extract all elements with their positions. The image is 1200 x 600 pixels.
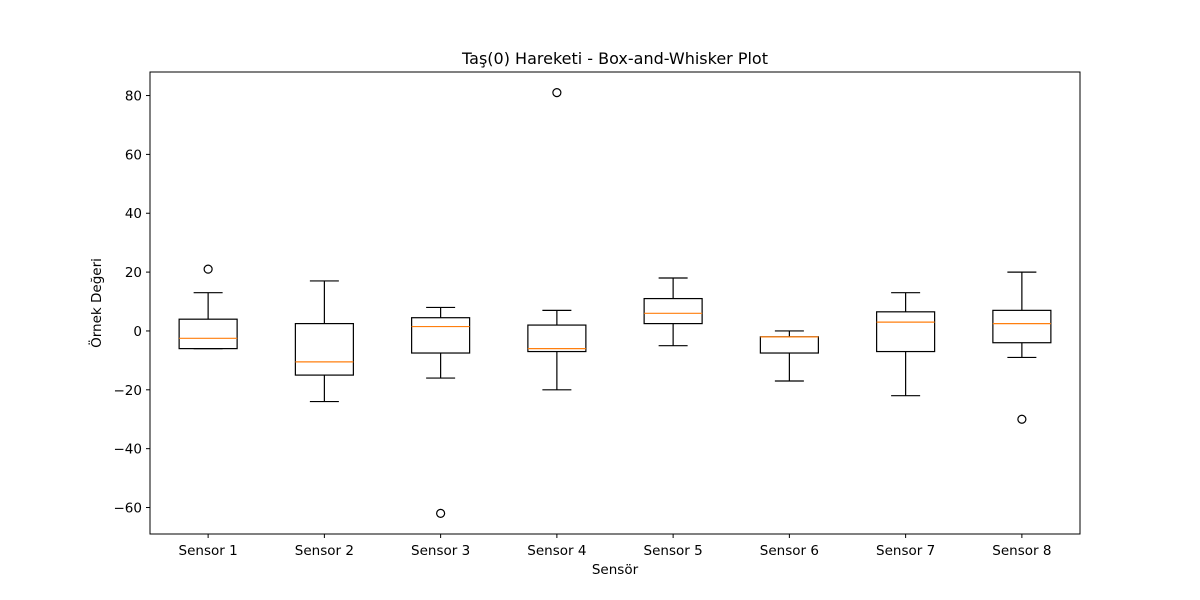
outlier-point [552, 87, 562, 98]
y-axis: −60 −40 −20 0 20 40 60 80 [114, 89, 150, 517]
box-5 [643, 277, 703, 347]
iqr-box [527, 324, 587, 353]
box-3 [411, 306, 471, 519]
y-tick-label: 60 [125, 147, 142, 163]
y-tick-label: 20 [125, 265, 142, 281]
x-tick-label: Sensor 2 [295, 543, 354, 559]
chart-title: Taş(0) Hareketi - Box-and-Whisker Plot [461, 49, 768, 68]
box-6 [759, 330, 819, 382]
box-1 [178, 264, 238, 350]
iqr-box [411, 317, 471, 354]
x-tick-label: Sensor 3 [411, 543, 470, 559]
outlier-point [203, 264, 213, 274]
y-tick-label: 40 [125, 206, 142, 222]
x-tick-label: Sensor 6 [760, 543, 819, 559]
iqr-box [294, 322, 354, 376]
x-tick-label: Sensor 4 [527, 543, 586, 559]
outlier-point [436, 508, 446, 519]
x-tick-label: Sensor 5 [644, 543, 703, 559]
iqr-box [876, 311, 936, 353]
iqr-box [992, 309, 1052, 344]
y-tick-label: 0 [133, 324, 142, 340]
y-tick-label: −60 [114, 501, 143, 517]
x-tick-label: Sensor 1 [179, 543, 238, 559]
x-axis-label: Sensör [592, 562, 639, 578]
y-tick-label: 80 [125, 89, 142, 105]
iqr-box [178, 318, 238, 350]
x-tick-label: Sensor 7 [876, 543, 935, 559]
x-tick-label: Sensor 8 [992, 543, 1051, 559]
plot-frame [149, 71, 1081, 535]
y-tick-label: −20 [114, 383, 143, 399]
box-2 [294, 280, 354, 403]
y-axis-label: Örnek Değeri [87, 258, 105, 348]
box-4 [527, 87, 587, 391]
box-7 [876, 292, 936, 397]
outlier-point [1017, 414, 1027, 424]
iqr-box [643, 297, 703, 325]
box-8 [992, 271, 1052, 424]
y-tick-label: −40 [114, 442, 143, 458]
plot-area [178, 87, 1052, 519]
x-axis: Sensor 1 Sensor 2 Sensor 3 Sensor 4 Sensor 5… [179, 534, 1051, 559]
